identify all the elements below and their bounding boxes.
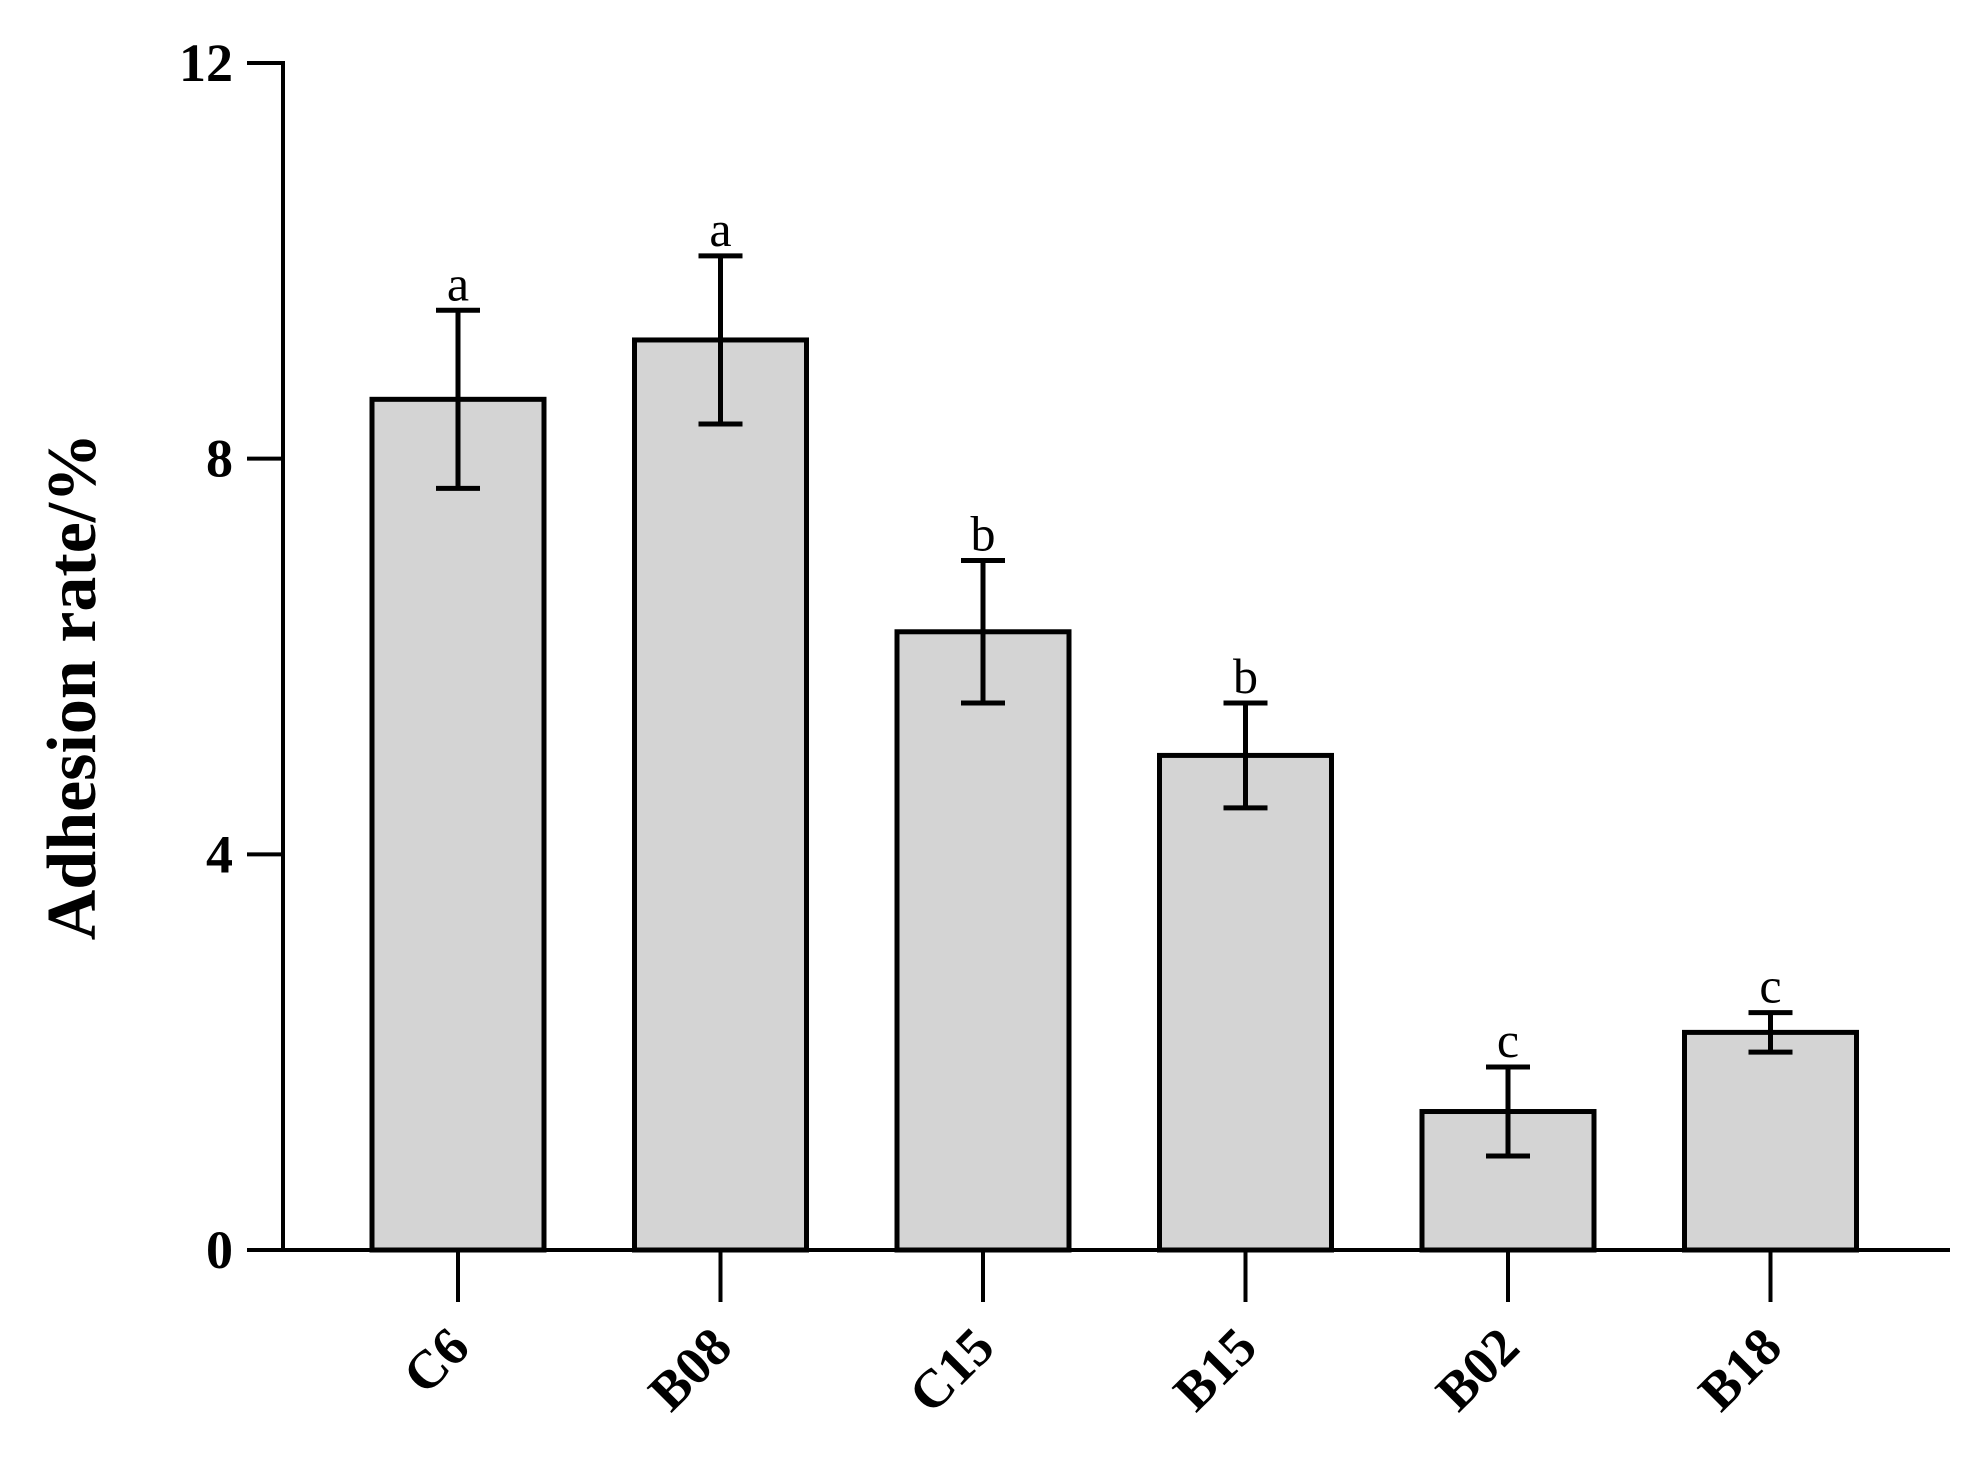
y-axis-label: Adhesion rate/% [34, 433, 111, 941]
y-tick-label: 12 [179, 33, 233, 93]
x-tick-label: C15 [897, 1316, 1005, 1424]
y-ticks-layer: 0 4 8 12 [179, 33, 285, 1280]
y-tick-label: 0 [206, 1220, 233, 1280]
error-bars-layer [436, 253, 1793, 1159]
bar-b18 [1682, 1029, 1859, 1253]
bar-b15 [1157, 752, 1334, 1253]
bar-c15 [894, 629, 1072, 1253]
significance-letter: a [447, 255, 469, 311]
significance-letter: a [709, 201, 731, 257]
significance-letter: c [1759, 958, 1781, 1014]
x-tick-label: B15 [1162, 1316, 1268, 1422]
bars-layer [369, 337, 1859, 1253]
x-ticks-layer: C6 B08 C15 B15 B02 B18 [391, 1248, 1793, 1424]
significance-letter: c [1497, 1012, 1519, 1068]
x-tick-label: B02 [1424, 1316, 1530, 1422]
significance-letter: b [971, 506, 996, 562]
significance-letter: b [1233, 648, 1258, 704]
bar-b08 [632, 337, 809, 1253]
y-tick-label: 4 [206, 824, 233, 884]
x-tick-label: C6 [391, 1316, 480, 1405]
bar-c6 [369, 396, 547, 1253]
significance-letters-layer: a a b b c c [447, 201, 1782, 1068]
y-tick-label: 8 [206, 429, 233, 489]
x-tick-label: B18 [1687, 1316, 1793, 1422]
x-tick-label: B08 [637, 1316, 743, 1422]
